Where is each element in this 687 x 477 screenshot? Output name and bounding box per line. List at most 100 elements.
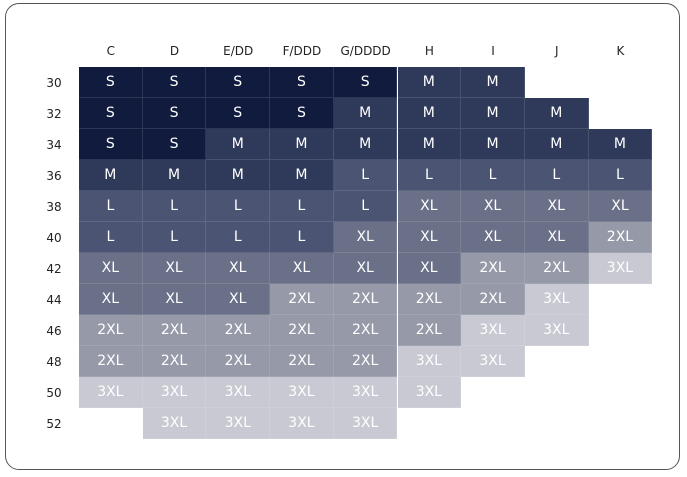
size-cell: S <box>142 129 207 160</box>
size-cell: 2XL <box>79 315 143 346</box>
size-cell: 2XL <box>270 315 334 346</box>
size-cell: M <box>588 129 653 160</box>
size-cell: 3XL <box>524 284 589 315</box>
size-cell: M <box>270 129 334 160</box>
row-label: 32 <box>46 106 62 121</box>
size-cell: 3XL <box>206 377 271 408</box>
size-cell: 2XL <box>270 284 334 315</box>
column-header: H <box>424 44 434 58</box>
size-cell: M <box>461 67 525 98</box>
size-chart-card: C D E/DD F/DDD G/DDDD H I J K 30 S S S S S M M 32 S S S S M M M M… <box>5 3 680 470</box>
size-cell: L <box>270 191 334 222</box>
size-cell: 3XL <box>79 377 143 408</box>
size-cell: XL <box>461 191 525 222</box>
size-cell: 3XL <box>333 408 398 439</box>
size-cell: S <box>206 67 271 98</box>
size-cell: M <box>333 129 398 160</box>
size-cell: 3XL <box>588 253 653 284</box>
size-cell: XL <box>142 253 207 284</box>
size-cell: XL <box>524 222 589 253</box>
size-cell: 2XL <box>524 253 589 284</box>
size-cell: S <box>270 67 334 98</box>
size-cell: XL <box>397 253 462 284</box>
size-cell: XL <box>397 222 462 253</box>
size-cell: 2XL <box>270 346 334 377</box>
row-label: 40 <box>46 230 62 245</box>
size-cell: XL <box>79 284 143 315</box>
size-cell: 3XL <box>142 377 207 408</box>
size-cell: 3XL <box>206 408 271 439</box>
size-cell: XL <box>588 191 653 222</box>
size-cell: 2XL <box>461 253 525 284</box>
column-header: J <box>554 44 559 58</box>
size-cell: L <box>206 222 271 253</box>
column-header: K <box>616 44 625 58</box>
size-cell: S <box>142 67 207 98</box>
row-label: 34 <box>46 137 62 152</box>
size-cell: M <box>397 67 462 98</box>
size-cell: M <box>524 98 589 129</box>
size-cell: XL <box>206 253 271 284</box>
size-cell: 2XL <box>333 315 398 346</box>
size-cell: L <box>142 222 207 253</box>
size-cell: 3XL <box>333 377 398 408</box>
size-cell: M <box>333 98 398 129</box>
size-cell: 2XL <box>333 346 398 377</box>
size-cell: XL <box>270 253 334 284</box>
size-cell: 3XL <box>270 408 334 439</box>
row-label: 42 <box>46 261 62 276</box>
column-header: F/DDD <box>282 44 322 58</box>
size-cell: S <box>206 98 271 129</box>
size-cell: 2XL <box>206 346 271 377</box>
size-cell: 2XL <box>588 222 653 253</box>
size-cell: XL <box>206 284 271 315</box>
size-cell: 3XL <box>461 315 525 346</box>
size-cell: M <box>524 129 589 160</box>
size-cell: M <box>397 129 462 160</box>
size-cell: XL <box>461 222 525 253</box>
size-cell: M <box>142 160 207 191</box>
size-cell: L <box>270 222 334 253</box>
size-cell: M <box>270 160 334 191</box>
size-cell: 2XL <box>142 346 207 377</box>
size-cell: 3XL <box>142 408 207 439</box>
column-header: I <box>491 44 495 58</box>
size-cell: S <box>270 98 334 129</box>
row-label: 30 <box>46 75 62 90</box>
size-cell: 2XL <box>142 315 207 346</box>
size-cell: 2XL <box>461 284 525 315</box>
size-cell: L <box>333 191 398 222</box>
size-cell: S <box>333 67 398 98</box>
row-label: 50 <box>46 385 62 400</box>
size-cell: 2XL <box>206 315 271 346</box>
size-cell: L <box>524 160 589 191</box>
size-cell: L <box>461 160 525 191</box>
size-cell: XL <box>79 253 143 284</box>
size-cell: 3XL <box>397 346 462 377</box>
size-cell: 3XL <box>397 377 462 408</box>
column-header: D <box>169 44 180 58</box>
size-cell: S <box>79 129 143 160</box>
size-cell: 3XL <box>270 377 334 408</box>
row-label: 48 <box>46 354 62 369</box>
size-cell: XL <box>333 222 398 253</box>
size-cell: 2XL <box>397 315 462 346</box>
size-cell: L <box>397 160 462 191</box>
size-cell: XL <box>333 253 398 284</box>
size-cell: 2XL <box>79 346 143 377</box>
size-cell: L <box>79 191 143 222</box>
size-cell: M <box>79 160 143 191</box>
size-cell: M <box>461 129 525 160</box>
size-cell: M <box>461 98 525 129</box>
size-cell: 2XL <box>397 284 462 315</box>
row-label: 38 <box>46 199 62 214</box>
column-header: E/DD <box>223 44 254 58</box>
size-cell: L <box>206 191 271 222</box>
row-label: 52 <box>46 416 62 431</box>
size-cell: S <box>79 67 143 98</box>
size-cell: XL <box>524 191 589 222</box>
size-cell: L <box>588 160 653 191</box>
size-cell: 3XL <box>461 346 525 377</box>
size-cell: XL <box>142 284 207 315</box>
size-cell: M <box>206 129 271 160</box>
